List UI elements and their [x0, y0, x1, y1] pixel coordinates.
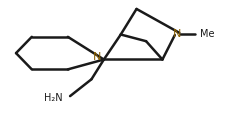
Text: N: N [93, 52, 101, 62]
Text: N: N [172, 29, 180, 39]
Text: Me: Me [199, 29, 213, 39]
Text: H₂N: H₂N [43, 93, 62, 103]
